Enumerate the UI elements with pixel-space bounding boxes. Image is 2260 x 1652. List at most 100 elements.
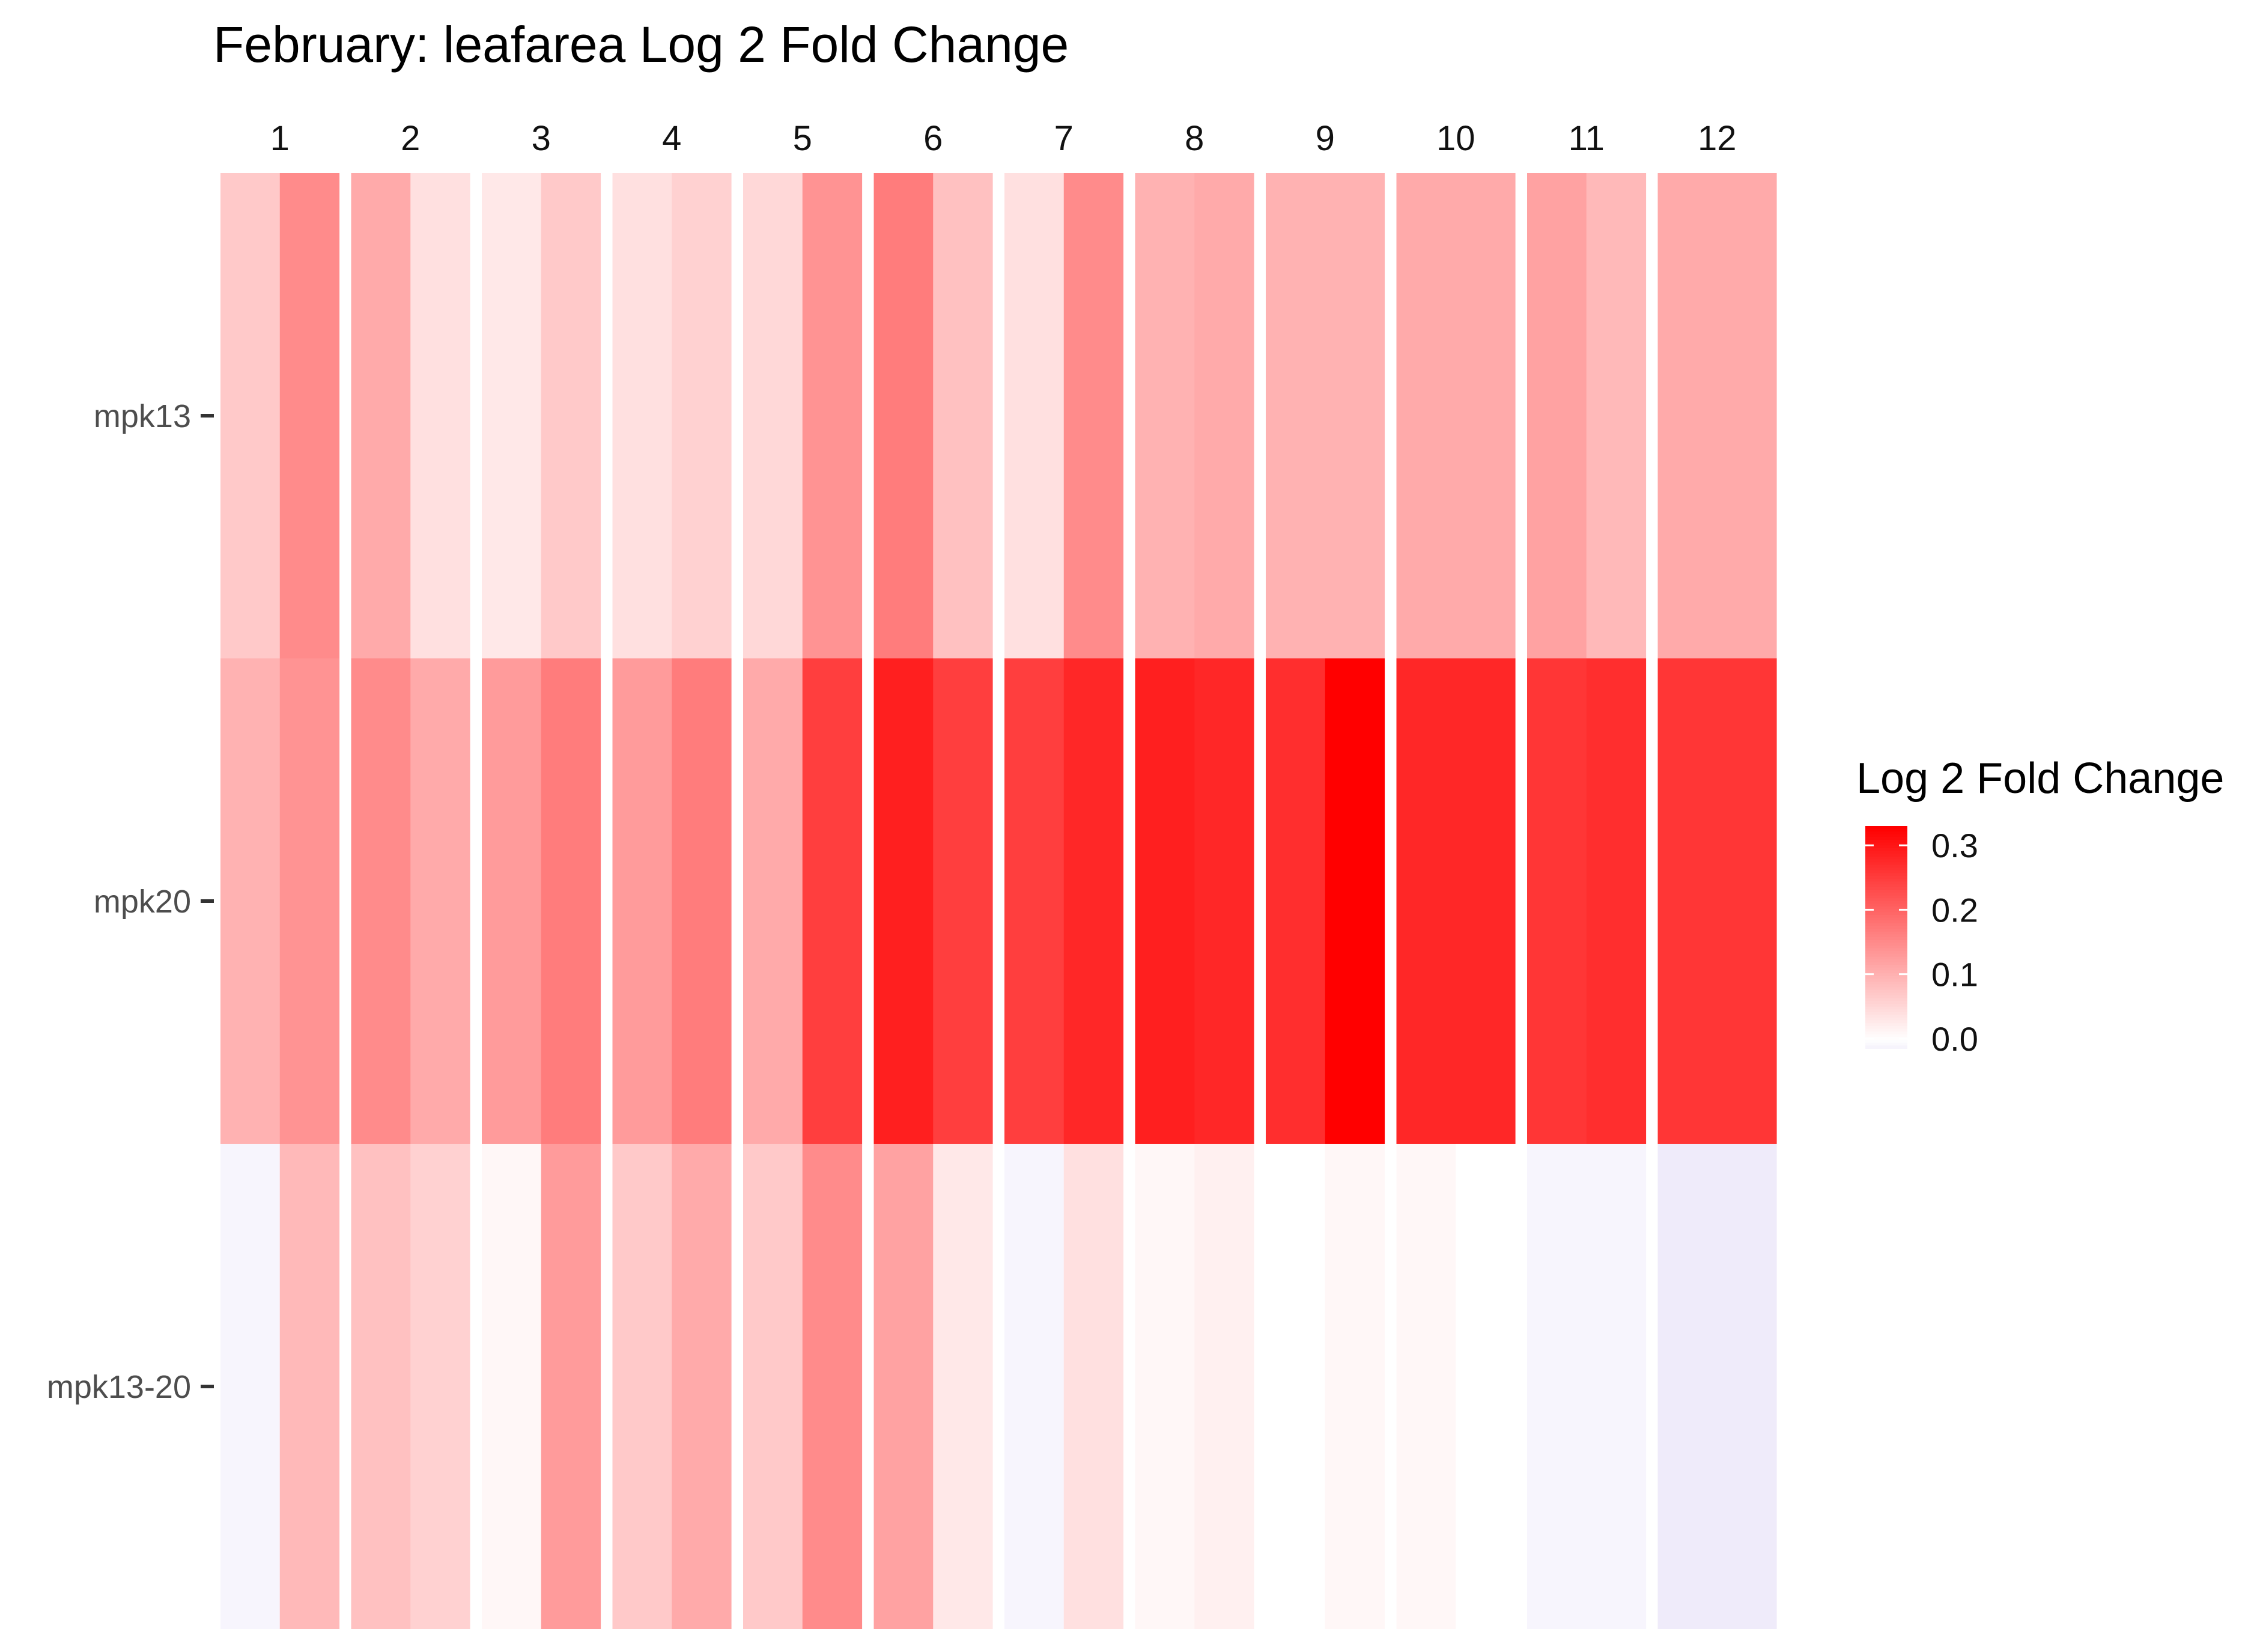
heatmap-cell (1325, 658, 1385, 1144)
legend-colorbar-segment (1865, 837, 1907, 841)
legend-colorbar-segment (1865, 973, 1907, 977)
heatmap-cell (351, 658, 411, 1144)
heatmap-cell (541, 1144, 601, 1629)
row-label: mpk13 (94, 398, 191, 434)
heatmap-cell (743, 658, 803, 1144)
heatmap-cell (743, 1144, 803, 1629)
heatmap-cell (1456, 1144, 1516, 1629)
legend-colorbar-segment (1865, 1031, 1907, 1035)
heatmap-cell (220, 658, 281, 1144)
legend-colorbar-segment (1865, 856, 1907, 860)
heatmap-cell (672, 658, 732, 1144)
heatmap-cell (1456, 658, 1516, 1144)
heatmap-cell (612, 658, 672, 1144)
legend-colorbar-segment (1865, 906, 1907, 910)
legend-colorbar-segment (1865, 840, 1907, 843)
legend-colorbar-segment (1865, 1001, 1907, 1004)
legend-colorbar-segment (1865, 881, 1907, 885)
heatmap-cell (1194, 173, 1254, 658)
heatmap-cell (279, 1144, 340, 1629)
heatmap-cell (672, 173, 732, 658)
heatmap-cell (1194, 658, 1254, 1144)
heatmap-cell (1004, 1144, 1065, 1629)
legend: Log 2 Fold Change 0.3 0.2 0.1 0.0 (1856, 755, 2224, 1058)
legend-colorbar-segment (1865, 1045, 1907, 1049)
legend-colorbar-segment (1865, 831, 1907, 835)
heatmap-cells (220, 173, 1777, 1629)
heatmap-cell (1396, 658, 1456, 1144)
legend-colorbar-segment (1865, 956, 1907, 960)
heatmap-cell (1586, 173, 1647, 658)
heatmap-cell (1396, 173, 1456, 658)
heatmap-cell (1135, 658, 1195, 1144)
legend-colorbar-segment (1865, 987, 1907, 991)
legend-colorbar-segment (1865, 834, 1907, 838)
legend-colorbar-segment (1865, 867, 1907, 871)
heatmap-cell (933, 1144, 993, 1629)
legend-tick-label: 0.2 (1931, 891, 1978, 929)
legend-colorbar-segment (1865, 826, 1907, 830)
heatmap-cell (1004, 173, 1065, 658)
facet-label: 4 (662, 119, 681, 158)
legend-colorbar-segment (1865, 970, 1907, 974)
heatmap-cell (1063, 173, 1124, 658)
legend-colorbar-segment (1865, 1023, 1907, 1027)
facet-label: 6 (923, 119, 943, 158)
heatmap-cell (1063, 658, 1124, 1144)
heatmap-cell (1194, 1144, 1254, 1629)
legend-colorbar-segment (1865, 984, 1907, 988)
heatmap-cell (1586, 658, 1647, 1144)
legend-colorbar-segment (1865, 1015, 1907, 1019)
facet-labels: 1 2 3 4 5 6 7 8 9 10 11 12 (270, 119, 1737, 158)
facet-label: 2 (401, 119, 420, 158)
legend-colorbar-segment (1865, 1020, 1907, 1024)
legend-colorbar-segment (1865, 953, 1907, 958)
facet-label: 8 (1185, 119, 1204, 158)
legend-colorbar-segment (1865, 923, 1907, 927)
row-labels: mpk13 mpk20 mpk13-20 (47, 398, 214, 1405)
facet-label: 12 (1698, 119, 1737, 158)
legend-colorbar-segment (1865, 989, 1907, 994)
legend-colorbar-segment (1865, 1042, 1907, 1046)
heatmap-cell (1657, 1144, 1718, 1629)
legend-colorbar-segment (1865, 859, 1907, 863)
legend-colorbar-segment (1865, 1004, 1907, 1007)
row-label: mpk13-20 (47, 1369, 191, 1405)
heatmap-cell (351, 173, 411, 658)
heatmap-cell (220, 173, 281, 658)
facet-label: 10 (1436, 119, 1475, 158)
legend-colorbar-segment (1865, 948, 1907, 952)
heatmap-cell (482, 173, 542, 658)
heatmap-cell (743, 173, 803, 658)
heatmap-cell (541, 173, 601, 658)
heatmap-cell (802, 658, 863, 1144)
legend-colorbar-segment (1865, 909, 1907, 913)
facet-label: 9 (1316, 119, 1335, 158)
heatmap-cell (220, 1144, 281, 1629)
legend-colorbar-segment (1865, 992, 1907, 997)
legend-colorbar-segment (1865, 982, 1907, 985)
legend-colorbar-segment (1865, 876, 1907, 879)
heatmap-cell (410, 1144, 470, 1629)
legend-colorbar-segment (1865, 1006, 1907, 1010)
legend-colorbar-segment (1865, 976, 1907, 980)
legend-colorbar-segment (1865, 878, 1907, 882)
heatmap-cell (802, 173, 863, 658)
legend-colorbar-segment (1865, 959, 1907, 963)
heatmap-cell (612, 1144, 672, 1629)
legend-colorbar-segment (1865, 862, 1907, 866)
legend-colorbar-segment (1865, 870, 1907, 874)
row-label: mpk20 (94, 884, 191, 920)
legend-colorbar-segment (1865, 962, 1907, 966)
heatmap-cell (410, 173, 470, 658)
legend-title: Log 2 Fold Change (1856, 755, 2224, 803)
legend-colorbar-segment (1865, 851, 1907, 855)
heatmap-cell (1657, 173, 1718, 658)
heatmap-cell (672, 1144, 732, 1629)
heatmap-cell (279, 658, 340, 1144)
legend-colorbar-segment (1865, 864, 1907, 869)
legend-colorbar-segment (1865, 937, 1907, 941)
heatmap-cell (1063, 1144, 1124, 1629)
legend-colorbar-segment (1865, 979, 1907, 982)
legend-colorbar-segment (1865, 1040, 1907, 1043)
